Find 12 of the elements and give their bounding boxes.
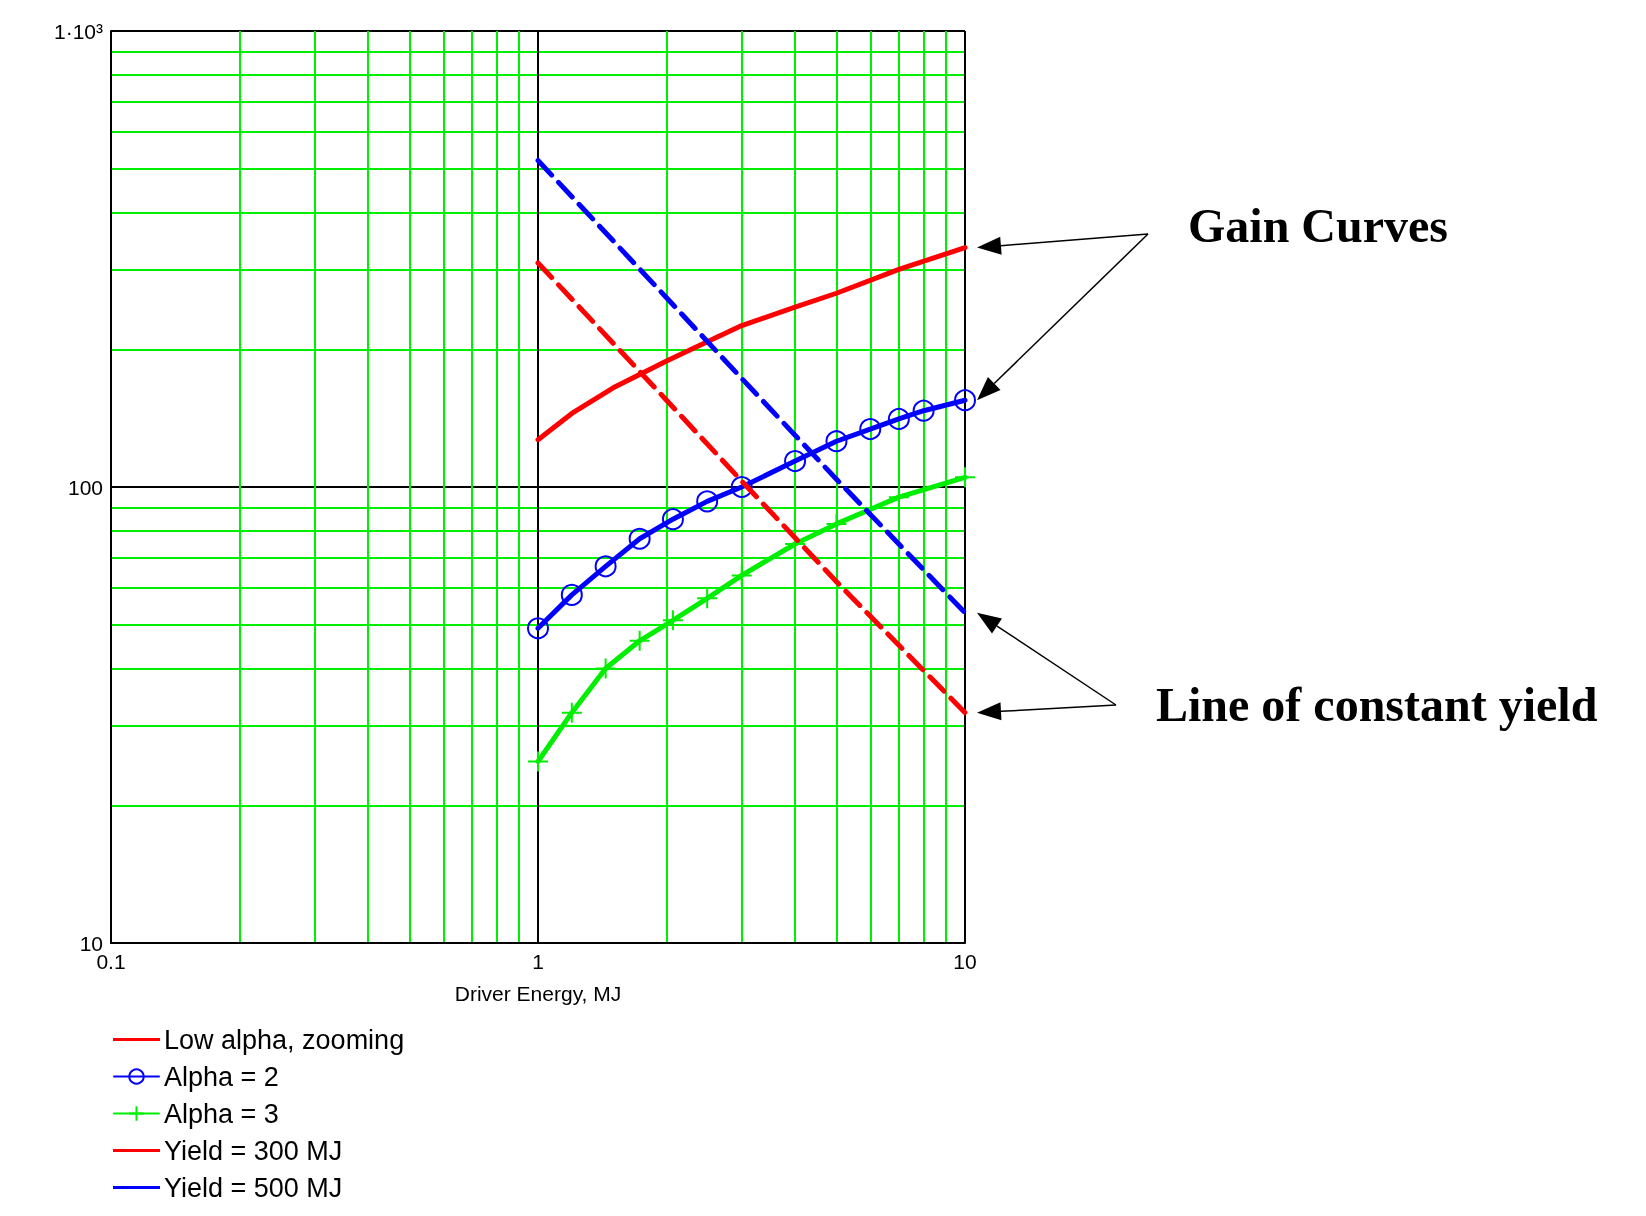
- legend-label: Yield = 300 MJ: [164, 1135, 343, 1166]
- legend-label: Yield = 500 MJ: [164, 1172, 343, 1203]
- text: Line of constant yield: [1156, 678, 1598, 731]
- legend-label: Alpha = 2: [164, 1061, 279, 1092]
- text: Gain Curves: [1188, 199, 1449, 252]
- legend-label: Low alpha, zooming: [164, 1024, 405, 1055]
- y-tick-label: 1·10³: [53, 19, 103, 43]
- x-tick-label: 10: [953, 950, 977, 973]
- x-tick-label: 1: [532, 950, 544, 973]
- legend-label: Alpha = 3: [164, 1098, 279, 1129]
- y-tick-label: 100: [67, 475, 103, 499]
- x-axis-title: Driver Energy, MJ: [454, 982, 622, 1005]
